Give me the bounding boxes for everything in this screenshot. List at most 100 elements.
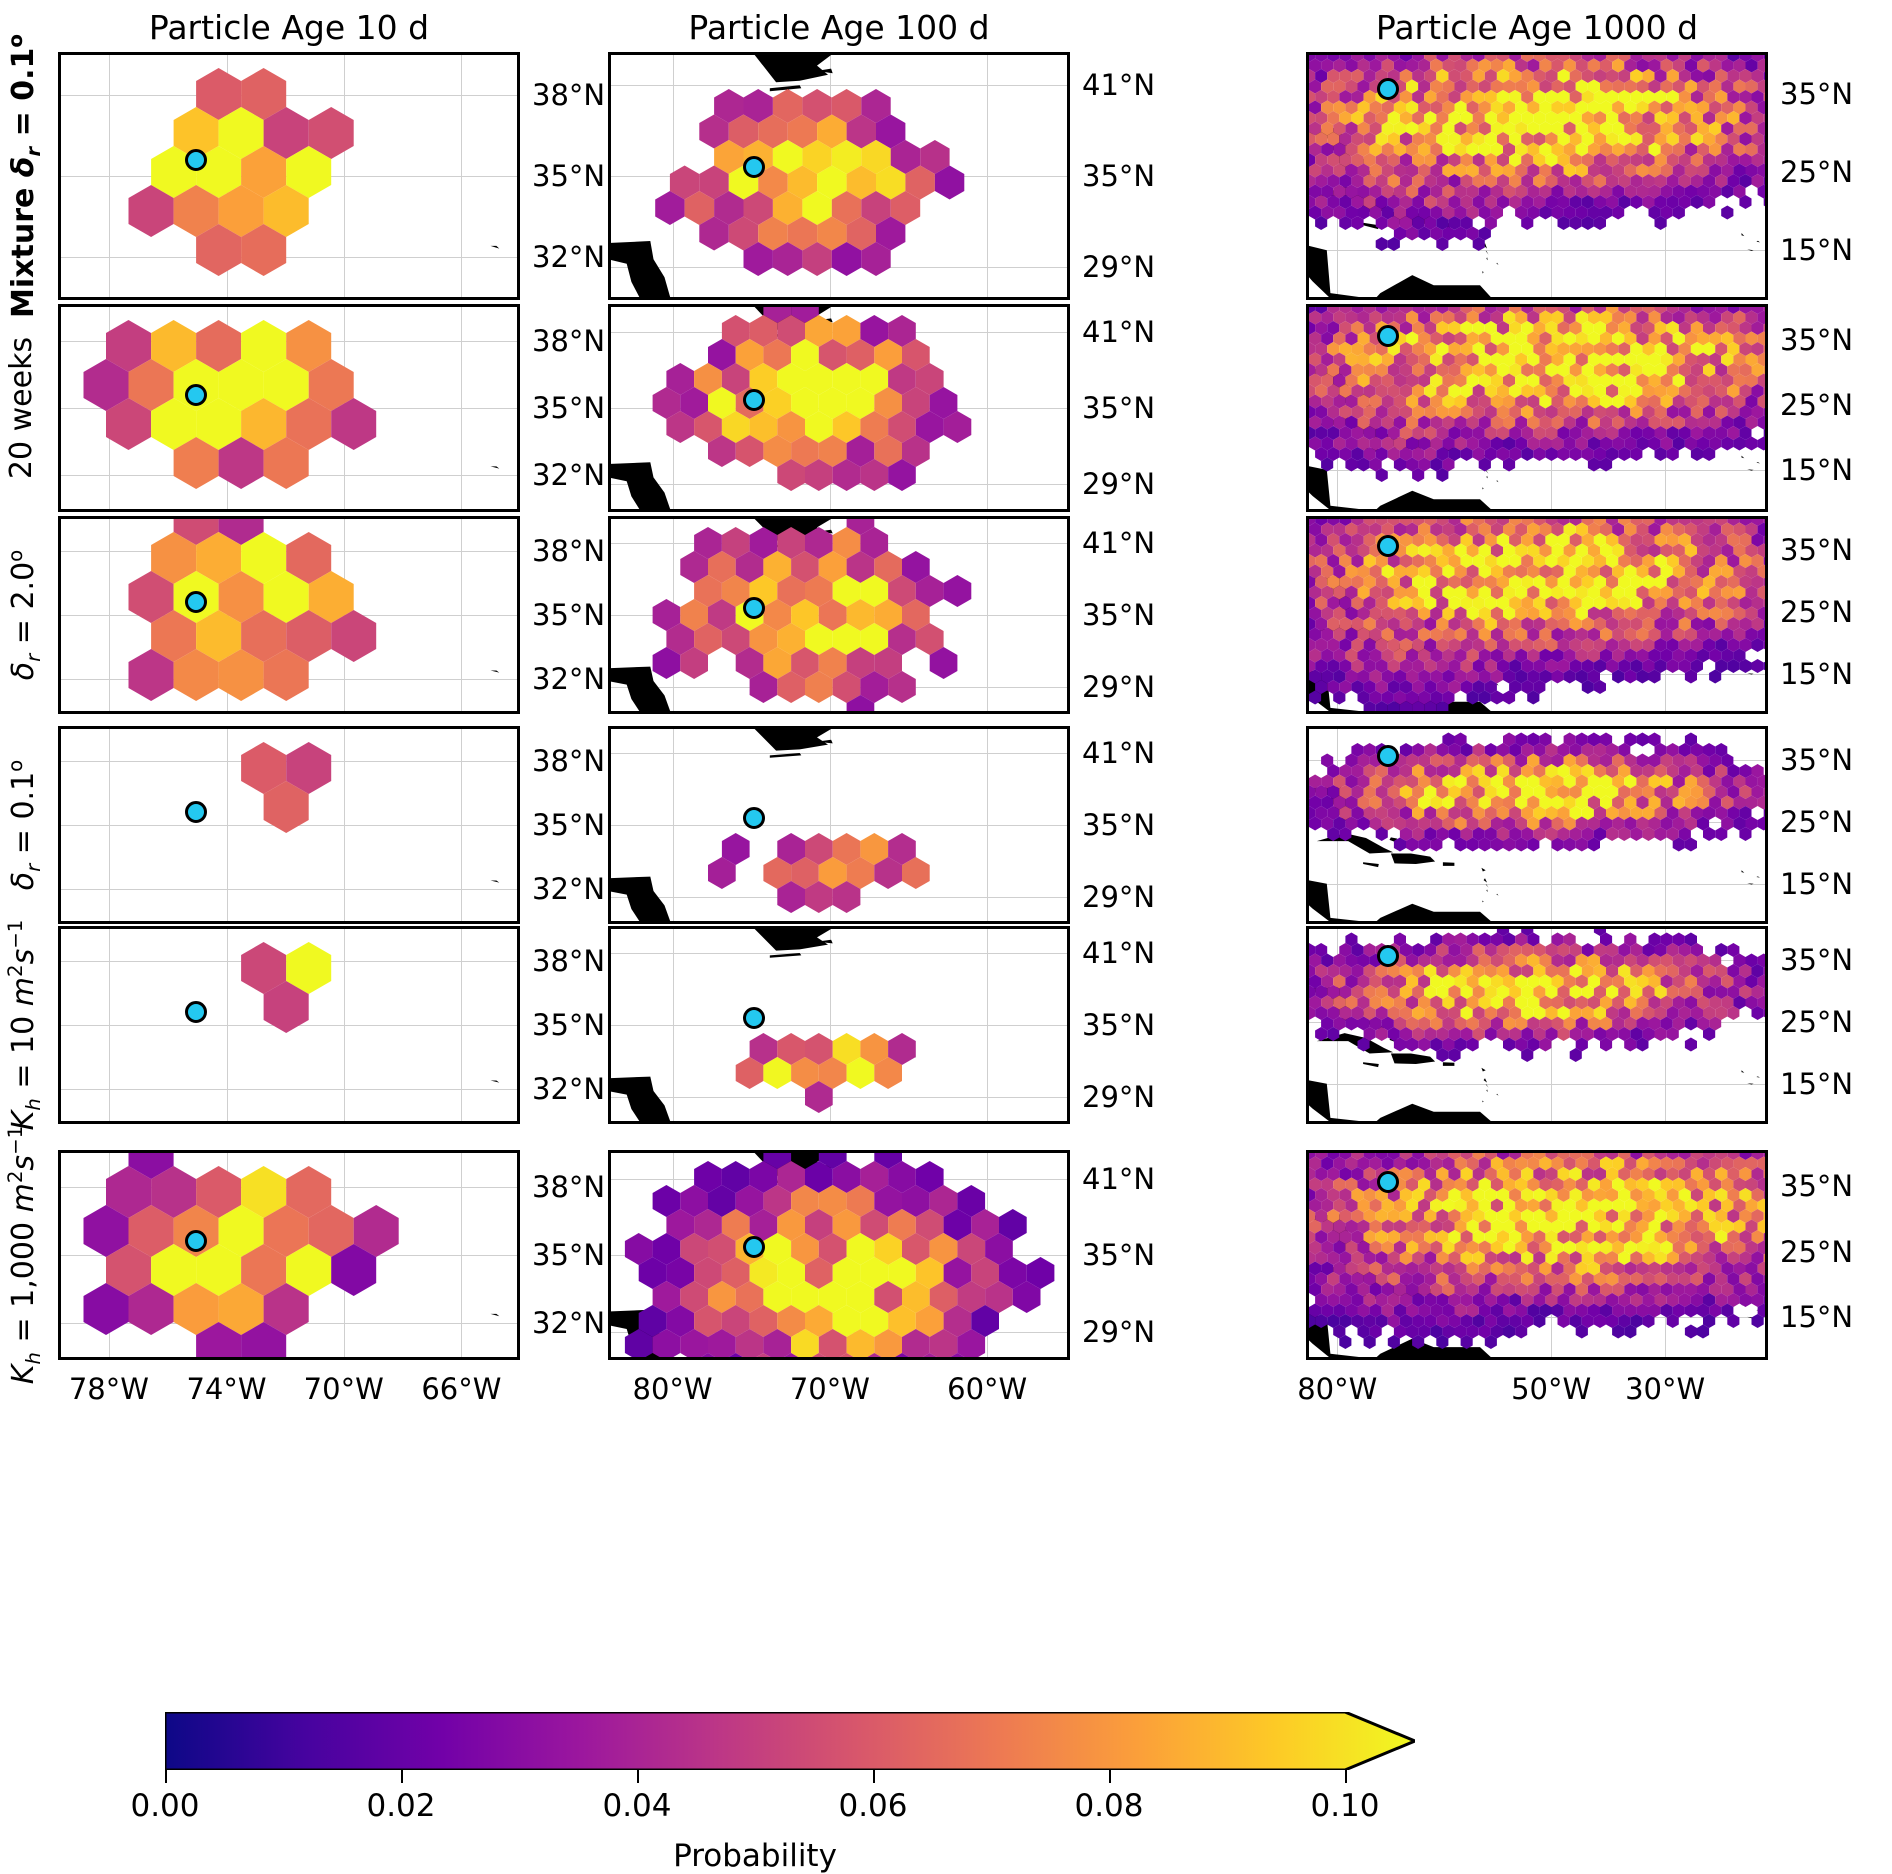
colorbar-tick-label-1: 0.00 xyxy=(130,1788,200,1824)
map-panel-r1-c1[interactable] xyxy=(58,52,520,300)
ytick-label-r6-c2-1: 41°N xyxy=(1082,1161,1156,1196)
panel-inner xyxy=(1309,729,1765,921)
map-panel-r2-c1[interactable] xyxy=(58,304,520,512)
gridline-horizontal xyxy=(611,953,1067,954)
gridline-horizontal xyxy=(61,1089,517,1090)
map-panel-r2-c2[interactable] xyxy=(608,304,1070,512)
ytick-label-r5-c2-1: 41°N xyxy=(1082,936,1156,970)
colorbar-axis-label: Probability xyxy=(673,1838,837,1874)
panel-inner xyxy=(611,729,1067,921)
ytick-label-r5-c3-2: 25°N xyxy=(1780,1004,1854,1039)
ytick-label-r2-c1-1: 38°N xyxy=(532,323,606,358)
ytick-label-r1-c1-2: 35°N xyxy=(532,159,606,193)
ytick-label-r4-c2-2: 35°N xyxy=(1082,808,1156,842)
colorbar-tick-5 xyxy=(1109,1770,1111,1783)
coastline-layer xyxy=(611,729,916,921)
gridline-horizontal xyxy=(1309,250,1765,251)
gridline-horizontal xyxy=(611,825,1067,826)
ytick-label-r5-c1-1: 38°N xyxy=(532,944,606,979)
ytick-label-r1-c3-2: 25°N xyxy=(1780,155,1854,190)
panel-inner xyxy=(611,1153,1067,1357)
colorbar-tick-3 xyxy=(637,1770,639,1783)
xtick-label-c1-3: 70°W xyxy=(303,1372,384,1406)
map-panel-r5-c1[interactable] xyxy=(58,926,520,1124)
xtick-label-c1-1: 78°W xyxy=(68,1372,149,1406)
panel-inner xyxy=(61,55,517,297)
ytick-label-r5-c3-3: 15°N xyxy=(1780,1066,1854,1101)
hexbin-layer xyxy=(241,942,332,1033)
xtick-label-c2-3: 60°W xyxy=(947,1372,1028,1406)
ytick-label-r1-c2-3: 29°N xyxy=(1082,249,1156,284)
panel-inner xyxy=(1309,519,1765,711)
coastline-layer xyxy=(490,1313,500,1317)
colorbar-tick-2 xyxy=(401,1770,403,1783)
map-panel-r4-c2[interactable] xyxy=(608,726,1070,924)
ytick-label-r6-c3-3: 15°N xyxy=(1780,1300,1854,1335)
hexbin-layer xyxy=(83,1153,399,1357)
gridline-horizontal xyxy=(611,1025,1067,1026)
ytick-label-r4-c3-2: 25°N xyxy=(1780,804,1854,839)
map-panel-r3-c1[interactable] xyxy=(58,516,520,714)
ytick-label-r3-c1-1: 38°N xyxy=(532,534,606,569)
gridline-horizontal xyxy=(1309,470,1765,471)
coastline-layer xyxy=(490,466,500,469)
map-panel-r3-c2[interactable] xyxy=(608,516,1070,714)
hexbin-layer xyxy=(735,1033,916,1113)
release-point-marker xyxy=(185,591,208,614)
coastline-layer xyxy=(490,245,500,249)
release-point-marker xyxy=(1377,535,1400,558)
row-label-5: Kh = 10 m2s−1 xyxy=(4,919,45,1131)
ytick-label-r1-c1-3: 32°N xyxy=(532,239,606,274)
colorbar-tick-label-6: 0.10 xyxy=(1310,1788,1380,1824)
ytick-label-r1-c3-1: 35°N xyxy=(1780,76,1854,111)
ytick-label-r1-c1-1: 38°N xyxy=(532,78,606,113)
map-panel-r1-c3[interactable] xyxy=(1306,52,1768,300)
ytick-label-r6-c1-2: 35°N xyxy=(532,1238,606,1272)
map-panel-r5-c2[interactable] xyxy=(608,926,1070,1124)
hexbin-layer xyxy=(655,89,965,276)
map-panel-r2-c3[interactable] xyxy=(1306,304,1768,512)
map-panel-r6-c3[interactable] xyxy=(1306,1150,1768,1360)
map-panel-r6-c1[interactable] xyxy=(58,1150,520,1360)
hexbin-layer xyxy=(652,307,972,491)
colorbar-gradient xyxy=(163,1710,1419,1772)
release-point-marker xyxy=(1377,324,1400,347)
map-panel-r4-c3[interactable] xyxy=(1306,726,1768,924)
map-panel-r1-c2[interactable] xyxy=(608,52,1070,300)
ytick-label-r6-c1-3: 32°N xyxy=(532,1305,606,1340)
coastline-layer xyxy=(490,880,500,883)
ytick-label-r2-c3-3: 15°N xyxy=(1780,452,1854,487)
hexbin-layer xyxy=(83,320,377,489)
map-panel-r5-c3[interactable] xyxy=(1306,926,1768,1124)
hexbin-layer xyxy=(241,742,332,833)
release-point-marker xyxy=(743,389,766,412)
ytick-label-r3-c2-2: 35°N xyxy=(1082,598,1156,632)
map-panel-r4-c1[interactable] xyxy=(58,726,520,924)
gridline-horizontal xyxy=(611,753,1067,754)
coastline-layer xyxy=(490,670,500,673)
release-point-marker xyxy=(185,1230,208,1253)
ytick-label-r4-c3-3: 15°N xyxy=(1780,866,1854,901)
gridline-horizontal xyxy=(1309,884,1765,885)
xtick-label-c1-4: 66°W xyxy=(421,1372,502,1406)
release-point-marker xyxy=(1377,745,1400,768)
ytick-label-r4-c1-3: 32°N xyxy=(532,871,606,906)
colorbar-tick-1 xyxy=(165,1770,167,1783)
ytick-label-r3-c3-1: 35°N xyxy=(1780,532,1854,567)
ytick-label-r6-c3-2: 25°N xyxy=(1780,1234,1854,1269)
ytick-label-r3-c1-3: 32°N xyxy=(532,661,606,696)
hexbin-layer xyxy=(708,833,930,913)
gridline-horizontal xyxy=(1309,1084,1765,1085)
ytick-label-r2-c2-2: 35°N xyxy=(1082,391,1156,425)
panel-inner xyxy=(61,519,517,711)
map-panel-r3-c3[interactable] xyxy=(1306,516,1768,714)
release-point-marker xyxy=(185,383,208,406)
column-title-1: Particle Age 10 d xyxy=(148,8,430,47)
ytick-label-r5-c2-3: 29°N xyxy=(1082,1080,1156,1114)
map-panel-r6-c2[interactable] xyxy=(608,1150,1070,1360)
panel-inner xyxy=(611,519,1067,711)
release-point-marker xyxy=(185,148,208,171)
column-title-2: Particle Age 100 d xyxy=(688,8,990,47)
xtick-label-c3-1: 80°W xyxy=(1297,1372,1378,1406)
hexbin-layer xyxy=(128,68,354,276)
